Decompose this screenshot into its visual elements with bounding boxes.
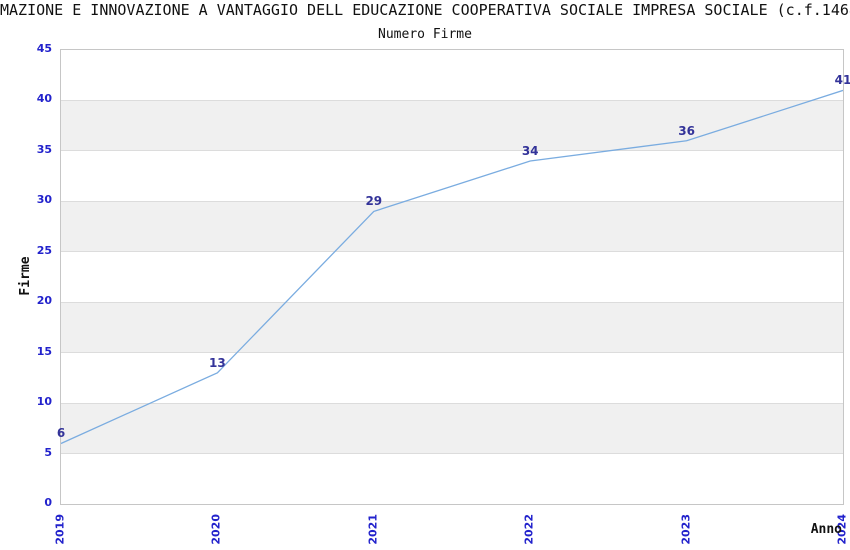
y-tick-label: 15 <box>36 344 52 358</box>
gridline <box>61 402 843 404</box>
y-tick-label: 35 <box>36 142 52 156</box>
point-label: 6 <box>56 426 66 441</box>
gridline <box>61 453 843 455</box>
x-tick-label: 2019 <box>53 514 67 545</box>
point-label: 36 <box>678 123 695 138</box>
x-tick-label: 2021 <box>366 514 380 545</box>
plot-band <box>61 201 843 252</box>
y-axis-title: Firme <box>18 256 33 296</box>
point-label: 13 <box>209 355 226 370</box>
chart-subtitle: Numero Firme <box>378 27 472 42</box>
gridline <box>61 301 843 303</box>
y-tick-label: 0 <box>44 496 52 509</box>
gridline <box>61 150 843 152</box>
y-tick-label: 45 <box>36 42 52 55</box>
series-line <box>61 89 843 445</box>
series-svg <box>61 89 843 445</box>
plot-band <box>61 403 843 454</box>
gridline <box>61 251 843 253</box>
y-tick-label: 10 <box>36 395 52 409</box>
plot-band <box>61 100 843 151</box>
plot-area: 6 13 29 34 36 41 <box>56 49 850 505</box>
y-tick-label: 20 <box>36 294 52 308</box>
gridline <box>61 200 843 202</box>
y-tick-label: 5 <box>44 445 52 459</box>
x-tick-label: 2022 <box>522 514 536 545</box>
x-tick-label: 2023 <box>679 514 693 545</box>
point-label: 29 <box>365 194 383 209</box>
y-tick-label: 40 <box>36 92 52 106</box>
y-tick-label: 25 <box>36 243 52 257</box>
gridline <box>61 99 843 101</box>
x-axis-title: Anno <box>810 522 842 537</box>
y-tick-label: 30 <box>36 193 52 207</box>
point-label: 41 <box>834 73 850 88</box>
plot-band <box>61 302 843 353</box>
x-tick-label: 2020 <box>209 514 223 545</box>
point-label: 34 <box>521 143 539 158</box>
chart-title: MAZIONE E INNOVAZIONE A VANTAGGIO DELL E… <box>0 1 850 19</box>
gridline <box>61 352 843 354</box>
